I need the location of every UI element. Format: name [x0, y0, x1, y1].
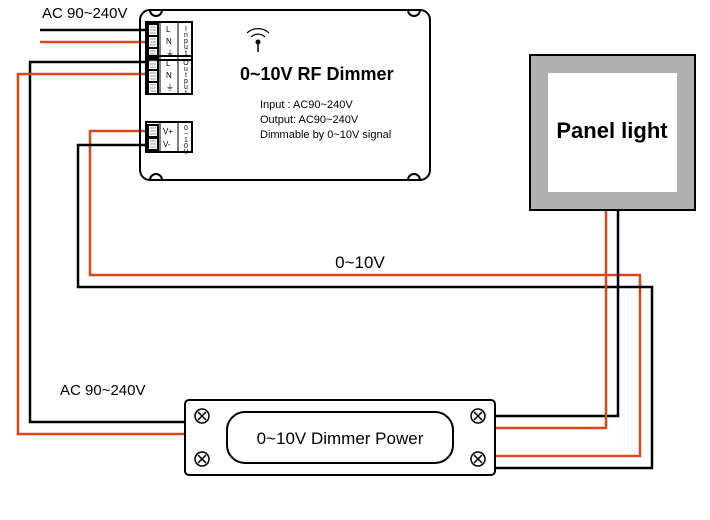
svg-text:Output: Output — [182, 60, 189, 96]
label-ac-bottom: AC 90~240V — [60, 382, 145, 399]
dimmer-spec-input: Input : AC90~240V — [260, 99, 353, 111]
wire-driver-panel-red — [495, 210, 606, 428]
dimmer-title: 0~10V RF Dimmer — [240, 64, 394, 84]
svg-text:Input: Input — [183, 26, 190, 56]
svg-text:V-: V- — [163, 140, 171, 149]
dimmer-spec-dimmable: Dimmable by 0~10V signal — [260, 129, 391, 141]
driver-label: 0~10V Dimmer Power — [257, 429, 424, 448]
svg-text:N: N — [166, 71, 172, 80]
terminal-output: L N ⏚ Output — [146, 56, 192, 96]
terminal-input: L N ⏚ Input — [146, 22, 192, 60]
svg-text:⏚: ⏚ — [166, 83, 174, 92]
label-ac-top: AC 90~240V — [42, 5, 127, 22]
svg-text:0~10V: 0~10V — [183, 125, 190, 155]
svg-text:V+: V+ — [163, 127, 173, 136]
svg-text:L: L — [166, 59, 171, 68]
wire-dimmer-out-black — [30, 62, 185, 422]
svg-text:L: L — [166, 25, 171, 34]
panel-label-top: Panel light — [556, 118, 668, 143]
terminal-010v: V+ V- 0~10V — [146, 122, 192, 155]
antenna-icon — [247, 29, 269, 52]
rf-dimmer-box: 0~10V RF Dimmer Input : AC90~240V Output… — [140, 10, 430, 180]
dimmer-spec-output: Output: AC90~240V — [260, 114, 359, 126]
wire-driver-panel-black — [495, 210, 618, 416]
driver-box: 0~10V Dimmer Power — [185, 400, 495, 475]
svg-text:N: N — [166, 37, 172, 46]
label-010v: 0~10V — [335, 253, 385, 272]
